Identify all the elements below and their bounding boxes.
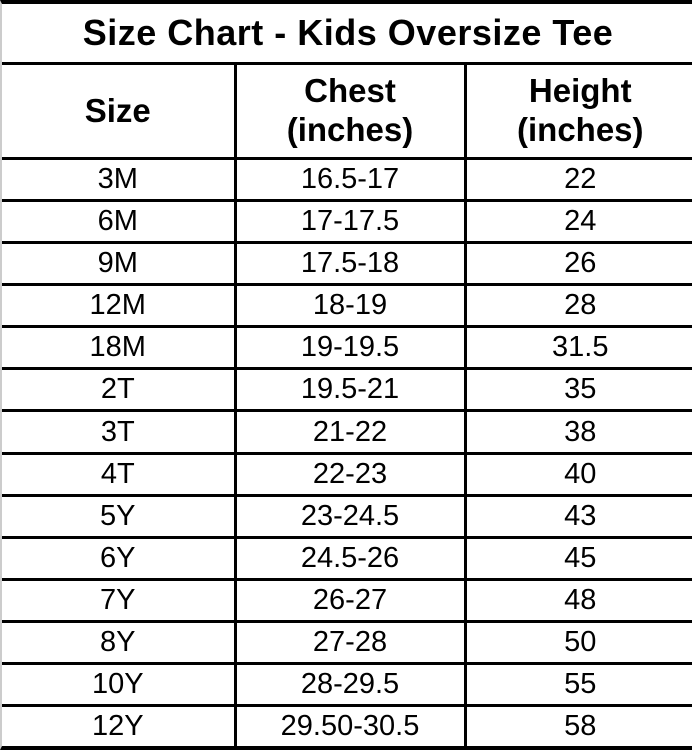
height-cell: 26 (465, 242, 692, 287)
height-cell: 48 (465, 579, 692, 623)
height-cell: 31.5 (465, 326, 692, 371)
table-row: 3T 21-22 38 (2, 410, 692, 455)
table-row: 4T 22-23 40 (2, 453, 692, 497)
chest-cell: 29.50-30.5 (235, 705, 467, 746)
chest-cell: 24.5-26 (235, 537, 467, 581)
table-row: 2T 19.5-21 35 (2, 368, 692, 413)
size-cell: 12M (2, 284, 237, 329)
size-cell: 18M (2, 326, 237, 371)
header-height-label: Height (528, 72, 632, 110)
height-cell: 50 (465, 621, 692, 665)
height-cell: 43 (465, 495, 692, 539)
chest-cell: 17.5-18 (235, 242, 467, 287)
header-chest-label: Chest (304, 72, 396, 110)
height-cell: 58 (465, 705, 692, 746)
size-cell: 3M (2, 158, 237, 203)
table-row: 12M 18-19 28 (2, 284, 692, 329)
size-cell: 12Y (2, 705, 237, 746)
size-cell: 6Y (2, 537, 237, 581)
header-height-unit: (inches) (517, 111, 644, 148)
title-row: Size Chart - Kids Oversize Tee (2, 4, 692, 65)
header-row: Size Chest (inches) Height (inches) (2, 63, 692, 160)
table-row: 18M 19-19.5 31.5 (2, 326, 692, 371)
height-cell: 24 (465, 200, 692, 245)
size-cell: 3T (2, 410, 237, 455)
table-row: 12Y 29.50-30.5 58 (2, 705, 692, 746)
size-cell: 5Y (2, 495, 237, 539)
chest-cell: 26-27 (235, 579, 467, 623)
table-row: 10Y 28-29.5 55 (2, 663, 692, 708)
size-cell: 9M (2, 242, 237, 287)
chest-cell: 16.5-17 (235, 158, 467, 203)
chest-cell: 19.5-21 (235, 368, 467, 413)
table-row: 3M 16.5-17 22 (2, 158, 692, 203)
size-chart: Size Chart - Kids Oversize Tee Size Ches… (2, 4, 692, 746)
column-header-height: Height (inches) (465, 63, 692, 160)
height-cell: 55 (465, 663, 692, 708)
chest-cell: 22-23 (235, 453, 467, 497)
height-cell: 40 (465, 453, 692, 497)
height-cell: 28 (465, 284, 692, 329)
chest-cell: 27-28 (235, 621, 467, 665)
table-row: 7Y 26-27 48 (2, 579, 692, 623)
header-size-label: Size (84, 91, 151, 129)
height-cell: 45 (465, 537, 692, 581)
size-cell: 2T (2, 368, 237, 413)
chest-cell: 21-22 (235, 410, 467, 455)
chest-cell: 18-19 (235, 284, 467, 329)
header-chest-unit: (inches) (286, 111, 414, 148)
column-header-chest: Chest (inches) (235, 63, 467, 160)
size-cell: 6M (2, 200, 237, 245)
table-row: 6Y 24.5-26 45 (2, 537, 692, 581)
table-row: 9M 17.5-18 26 (2, 242, 692, 287)
column-header-size: Size (2, 63, 237, 160)
height-cell: 38 (465, 410, 692, 455)
size-cell: 8Y (2, 621, 237, 665)
chest-cell: 17-17.5 (235, 200, 467, 245)
table-row: 8Y 27-28 50 (2, 621, 692, 665)
size-cell: 10Y (2, 663, 237, 708)
size-cell: 4T (2, 453, 237, 497)
chest-cell: 28-29.5 (235, 663, 467, 708)
chest-cell: 23-24.5 (235, 495, 467, 539)
table-row: 6M 17-17.5 24 (2, 200, 692, 245)
table-row: 5Y 23-24.5 43 (2, 495, 692, 539)
height-cell: 22 (465, 158, 692, 203)
height-cell: 35 (465, 368, 692, 413)
chest-cell: 19-19.5 (235, 326, 467, 371)
size-cell: 7Y (2, 579, 237, 623)
chart-title: Size Chart - Kids Oversize Tee (2, 4, 692, 65)
